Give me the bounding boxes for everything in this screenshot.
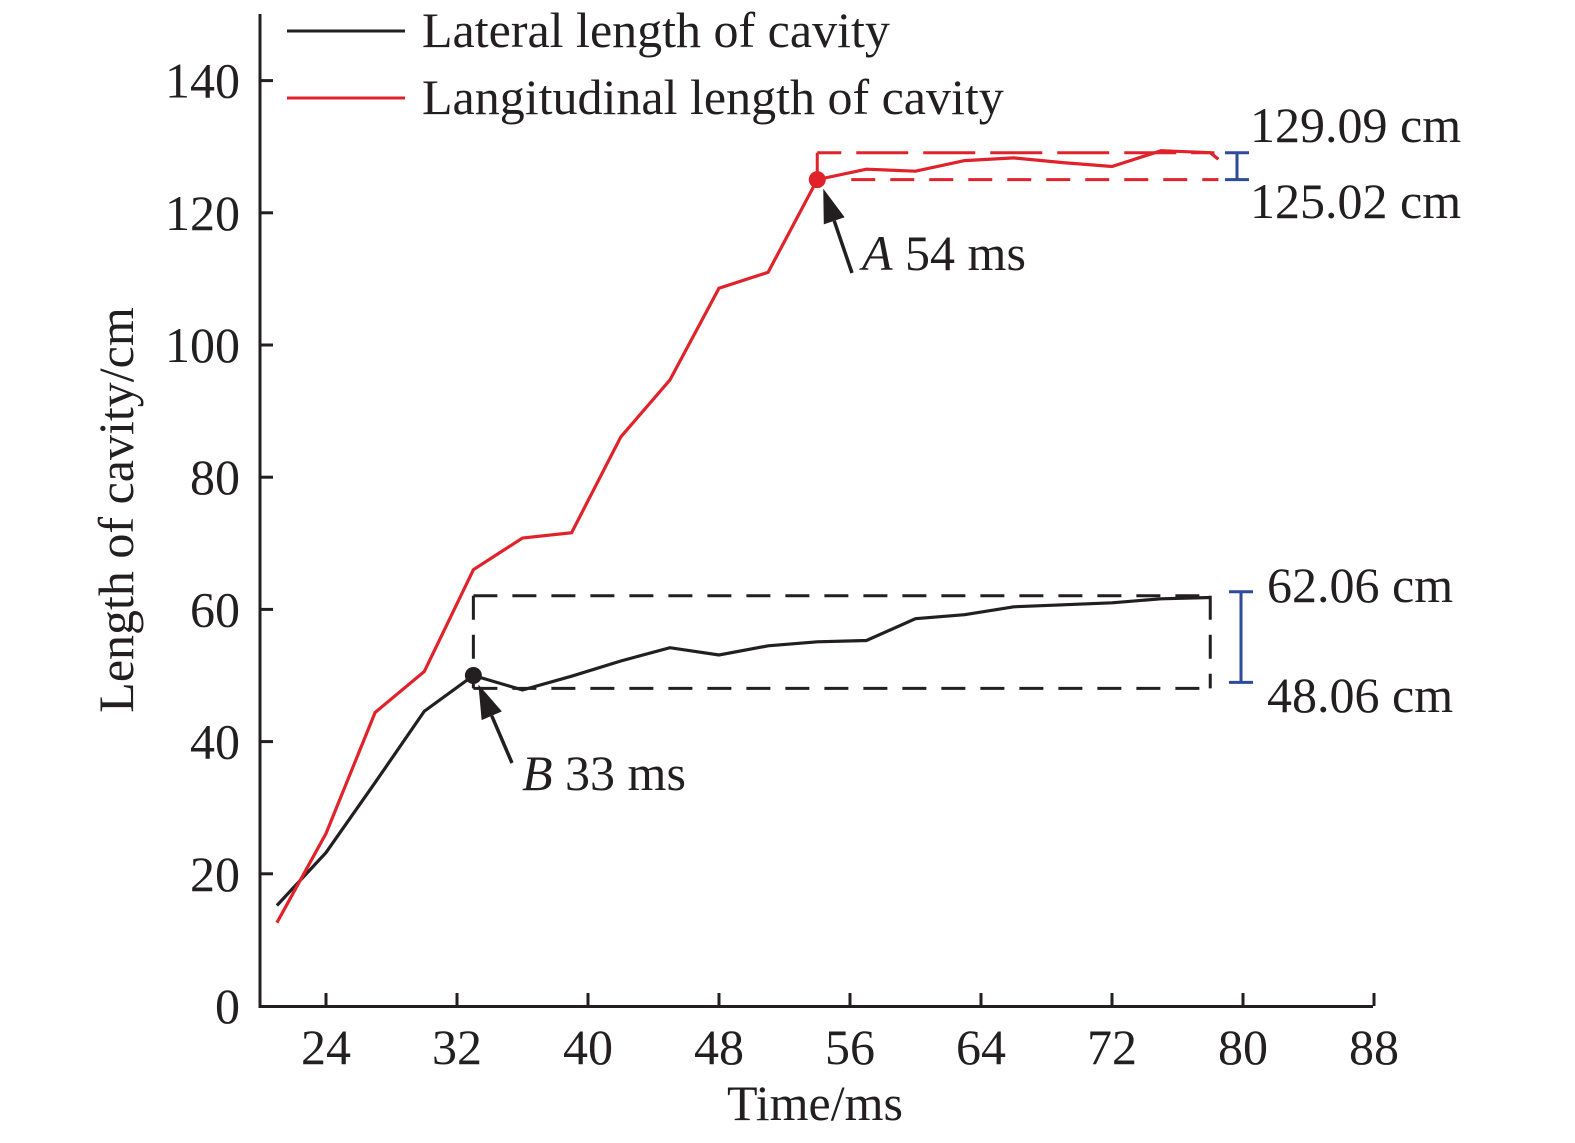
annotation-a: A 54 ms: [808, 171, 1026, 281]
y-axis-title: Length of cavity/cm: [88, 307, 144, 713]
y-tick-label: 100: [165, 317, 240, 373]
annotation-arrow-shaft: [832, 220, 854, 274]
range-upper-label: 62.06 cm: [1267, 557, 1453, 613]
range-bar: [1225, 151, 1249, 182]
annotation-time: 33 ms: [553, 745, 686, 801]
x-tick-label: 72: [1087, 1019, 1137, 1075]
annotation-letter: A: [859, 225, 893, 281]
range-boxes: 129.09 cm 125.02 cm 62.06 cm 48.06 cm: [471, 97, 1461, 723]
x-tick-label: 64: [956, 1019, 1006, 1075]
y-tick-label: 0: [215, 978, 240, 1034]
y-tick-label: 60: [190, 581, 240, 637]
series-lines: [275, 149, 1220, 924]
annotation-arrow-head: [478, 684, 502, 721]
annotation-label: B 33 ms: [522, 745, 686, 801]
annotation-b: B 33 ms: [464, 667, 686, 801]
range-lower-label: 125.02 cm: [1250, 173, 1461, 229]
x-tick-label: 24: [301, 1019, 351, 1075]
x-tick-label: 40: [563, 1019, 613, 1075]
range-upper-label: 129.09 cm: [1250, 97, 1461, 153]
y-ticks: 0 20 40 60 80 100 120 140: [165, 53, 273, 1034]
y-tick-label: 140: [165, 53, 240, 109]
range-box-langitudinal: 129.09 cm 125.02 cm: [815, 97, 1461, 229]
legend: Lateral length of cavity Langitudinal le…: [287, 2, 1004, 125]
x-tick-label: 32: [432, 1019, 482, 1075]
x-ticks: 24 32 40 48 56 64 72 80 88: [301, 993, 1399, 1075]
series-line-lateral: [275, 595, 1211, 907]
y-tick-label: 120: [165, 185, 240, 241]
annotation-time: 54 ms: [893, 225, 1026, 281]
y-tick-label: 40: [190, 714, 240, 770]
annotations: A 54 ms B 33 ms: [464, 171, 1026, 801]
y-tick-label: 80: [190, 449, 240, 505]
annotation-letter: B: [522, 745, 553, 801]
y-tick-label: 20: [190, 846, 240, 902]
legend-label-langitudinal: Langitudinal length of cavity: [422, 69, 1004, 125]
x-tick-label: 80: [1218, 1019, 1268, 1075]
range-bar: [1229, 590, 1253, 684]
annotation-marker: [808, 171, 826, 189]
x-axis-title: Time/ms: [727, 1075, 903, 1131]
annotation-label: A 54 ms: [859, 225, 1026, 281]
x-tick-label: 48: [694, 1019, 744, 1075]
range-lower-label: 48.06 cm: [1267, 667, 1453, 723]
x-tick-label: 88: [1349, 1019, 1399, 1075]
legend-label-lateral: Lateral length of cavity: [422, 2, 890, 58]
axes: 24 32 40 48 56 64 72 80 88 0 20 40 60 80 100 120 140: [165, 14, 1399, 1075]
series-line-langitudinal: [275, 149, 1220, 924]
x-tick-label: 56: [825, 1019, 875, 1075]
range-box-lateral: 62.06 cm 48.06 cm: [471, 557, 1453, 723]
annotation-marker: [464, 667, 482, 684]
annotation-arrow-head: [823, 188, 845, 225]
annotation-arrow-shaft: [490, 715, 514, 764]
